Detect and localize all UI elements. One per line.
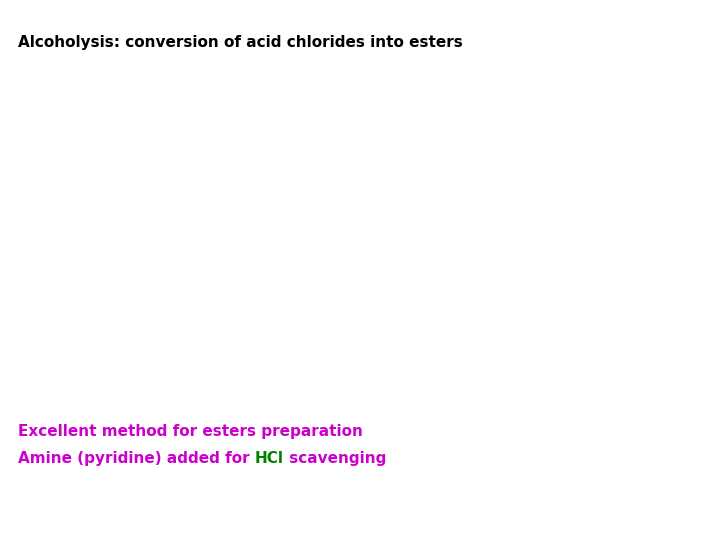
Text: Alcoholysis: conversion of acid chlorides into esters: Alcoholysis: conversion of acid chloride… xyxy=(18,35,463,50)
Text: scavenging: scavenging xyxy=(284,451,386,466)
Text: Amine (pyridine) added for: Amine (pyridine) added for xyxy=(18,451,255,466)
Text: HCl: HCl xyxy=(255,451,284,466)
Text: Excellent method for esters preparation: Excellent method for esters preparation xyxy=(18,424,363,439)
